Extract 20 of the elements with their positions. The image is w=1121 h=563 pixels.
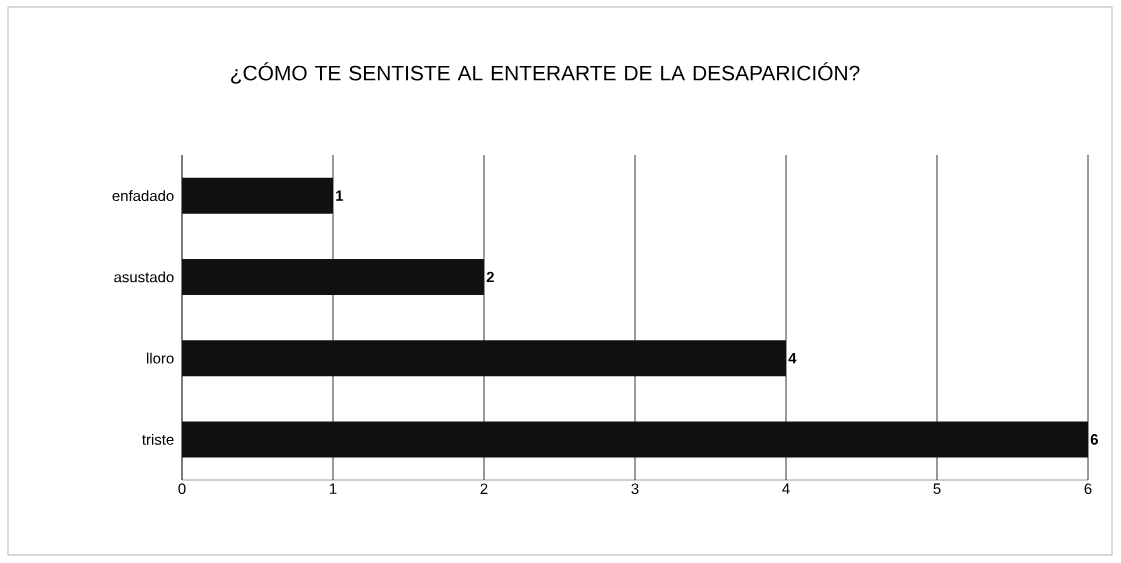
x-tick-label: 0 [178, 483, 186, 495]
bar [182, 258, 484, 295]
x-tick-label: 2 [480, 483, 488, 494]
data-label: 1 [336, 190, 344, 201]
y-tick-label: asustado [114, 271, 174, 283]
x-tick-label: 1 [329, 483, 337, 494]
data-label: 4 [788, 352, 797, 364]
y-tick-label: lloro [146, 352, 174, 364]
bar [182, 421, 1089, 458]
x-tick-label: 4 [782, 483, 790, 494]
y-tick-label: enfadado [112, 190, 174, 202]
bar [182, 177, 333, 214]
data-label: 6 [1090, 434, 1098, 445]
bar [182, 340, 787, 377]
chart-title: ¿CÓMO TE SENTISTE AL ENTERARTE DE LA DESAPARICIÓN? [231, 62, 860, 84]
x-tick-label: 6 [1084, 483, 1092, 495]
x-tick-label: 3 [631, 483, 639, 495]
x-tick-label: 5 [933, 483, 941, 494]
data-label: 2 [486, 271, 494, 283]
y-tick-label: triste [142, 433, 174, 445]
